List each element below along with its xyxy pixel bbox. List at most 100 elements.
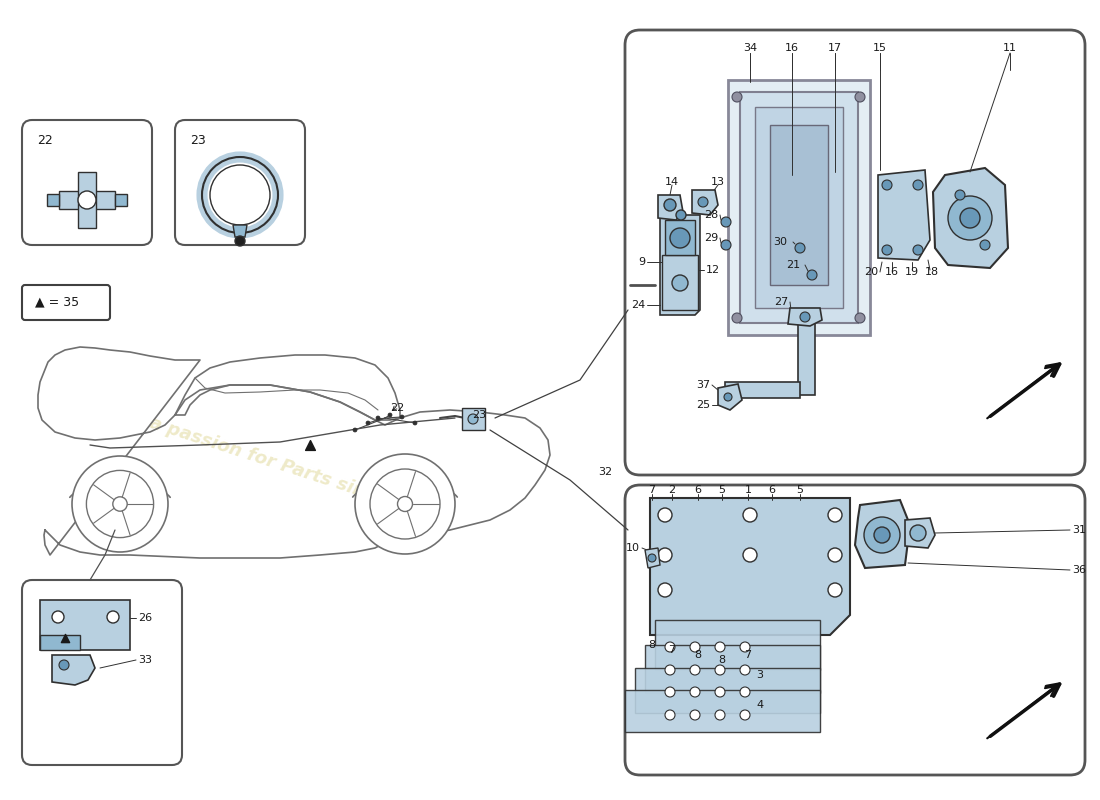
Polygon shape [462,408,485,430]
Circle shape [874,527,890,543]
Polygon shape [728,80,870,335]
Circle shape [740,665,750,675]
Circle shape [690,642,700,652]
Circle shape [855,313,865,323]
Text: 16: 16 [785,43,799,53]
Polygon shape [770,125,828,285]
Circle shape [412,421,417,425]
Circle shape [397,497,412,511]
FancyBboxPatch shape [22,580,182,765]
Circle shape [87,470,154,538]
Text: 14: 14 [664,177,679,187]
Circle shape [720,240,732,250]
Polygon shape [666,220,695,255]
Circle shape [78,191,96,209]
Circle shape [910,525,926,541]
Text: 16: 16 [886,267,899,277]
Circle shape [740,687,750,697]
Text: ▲ = 35: ▲ = 35 [35,295,79,309]
Text: 8: 8 [694,650,702,660]
Circle shape [732,313,742,323]
Text: 13: 13 [711,177,725,187]
Circle shape [828,583,842,597]
Point [56,632,74,645]
Text: 32: 32 [598,467,612,477]
Point [301,438,319,451]
Circle shape [960,208,980,228]
Circle shape [698,197,708,207]
Circle shape [658,548,672,562]
Circle shape [400,415,404,419]
Text: 29: 29 [704,233,718,243]
Polygon shape [645,548,660,568]
Polygon shape [725,382,800,398]
Polygon shape [625,690,820,732]
Polygon shape [855,500,910,568]
Polygon shape [660,215,700,315]
Circle shape [828,548,842,562]
Circle shape [732,92,742,102]
Text: 34: 34 [742,43,757,53]
Circle shape [913,245,923,255]
Circle shape [355,454,455,554]
Text: 8: 8 [718,655,726,665]
Circle shape [648,554,656,562]
Text: 6: 6 [769,485,776,495]
Polygon shape [740,92,858,323]
Polygon shape [650,498,850,635]
Circle shape [740,710,750,720]
FancyBboxPatch shape [625,30,1085,475]
Text: 21: 21 [785,260,800,270]
Polygon shape [662,255,698,310]
Circle shape [468,414,478,424]
Circle shape [666,665,675,675]
Text: 7: 7 [648,485,656,495]
Text: 26: 26 [138,613,152,623]
Circle shape [107,611,119,623]
Circle shape [855,92,865,102]
Text: 15: 15 [873,43,887,53]
Circle shape [882,245,892,255]
Circle shape [113,497,128,511]
Circle shape [59,660,69,670]
Polygon shape [718,384,743,410]
FancyBboxPatch shape [22,285,110,320]
Circle shape [658,583,672,597]
Circle shape [955,190,965,200]
Circle shape [664,199,676,211]
Circle shape [715,665,725,675]
Polygon shape [658,195,683,220]
Polygon shape [788,308,822,326]
Text: 6: 6 [694,485,702,495]
Polygon shape [40,600,130,650]
Circle shape [800,312,810,322]
Text: 37: 37 [696,380,710,390]
Polygon shape [692,190,718,215]
Circle shape [72,456,168,552]
Text: 2: 2 [669,485,675,495]
Circle shape [388,413,392,417]
Text: 18: 18 [925,267,939,277]
Text: 25: 25 [696,400,710,410]
Circle shape [370,469,440,539]
Text: 12: 12 [706,265,721,275]
Text: 19: 19 [905,267,920,277]
Circle shape [376,416,380,420]
Text: 10: 10 [626,543,640,553]
Circle shape [980,240,990,250]
Text: 3: 3 [757,670,763,680]
Circle shape [742,508,757,522]
Text: 5: 5 [796,485,803,495]
Text: 5: 5 [718,485,726,495]
Polygon shape [47,194,59,206]
Text: 7: 7 [745,650,751,660]
Polygon shape [905,518,935,548]
Circle shape [720,217,732,227]
Circle shape [666,710,675,720]
Circle shape [666,642,675,652]
Text: 11: 11 [1003,43,1018,53]
Circle shape [795,243,805,253]
Circle shape [882,180,892,190]
Text: 4: 4 [757,700,763,710]
Polygon shape [645,645,820,693]
